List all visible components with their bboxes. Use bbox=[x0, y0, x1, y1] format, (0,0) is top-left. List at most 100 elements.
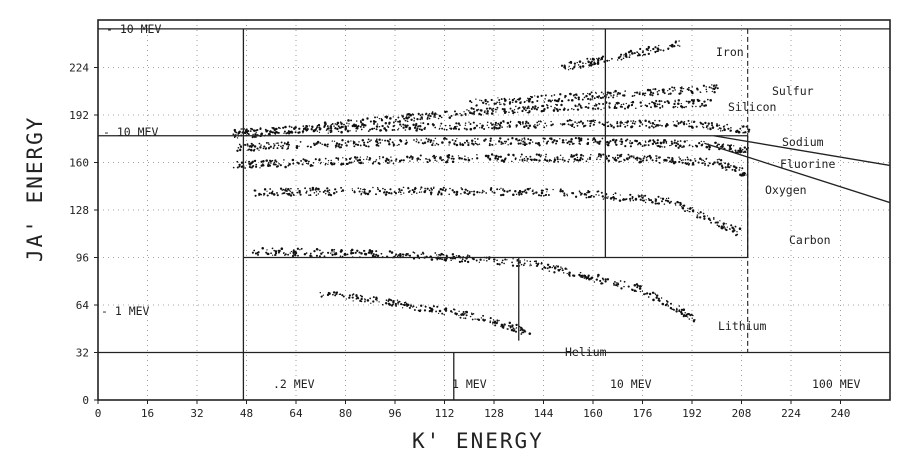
point bbox=[443, 308, 446, 310]
point bbox=[426, 122, 430, 126]
point bbox=[633, 284, 637, 287]
point bbox=[601, 137, 604, 140]
point bbox=[672, 106, 675, 109]
y-axis-title: JA' ENERGY bbox=[23, 116, 47, 262]
point bbox=[258, 142, 261, 145]
point bbox=[433, 156, 436, 159]
point bbox=[694, 159, 697, 162]
point bbox=[427, 158, 429, 161]
point bbox=[296, 161, 299, 164]
point bbox=[285, 190, 288, 193]
point bbox=[555, 142, 558, 145]
point bbox=[402, 253, 405, 256]
point bbox=[652, 92, 655, 95]
point bbox=[682, 145, 685, 148]
point bbox=[615, 283, 618, 287]
point bbox=[340, 143, 343, 146]
point bbox=[578, 96, 580, 99]
point bbox=[351, 124, 355, 128]
point bbox=[292, 249, 295, 252]
point bbox=[469, 100, 471, 103]
point bbox=[663, 92, 666, 95]
point bbox=[699, 211, 702, 214]
point bbox=[696, 214, 699, 216]
point bbox=[339, 146, 343, 149]
point bbox=[550, 124, 553, 127]
point bbox=[587, 274, 590, 277]
point bbox=[729, 129, 732, 132]
point bbox=[631, 288, 634, 292]
point bbox=[729, 228, 731, 230]
point bbox=[536, 263, 539, 266]
point bbox=[503, 109, 506, 113]
point bbox=[568, 93, 571, 95]
point bbox=[734, 170, 737, 172]
point bbox=[667, 93, 670, 95]
point bbox=[277, 126, 280, 129]
point bbox=[249, 130, 252, 132]
point bbox=[657, 50, 659, 53]
point bbox=[474, 137, 476, 140]
point bbox=[708, 86, 711, 89]
point bbox=[638, 119, 641, 123]
point bbox=[718, 143, 721, 146]
point bbox=[617, 91, 620, 94]
point bbox=[562, 108, 566, 112]
point bbox=[419, 158, 421, 161]
point bbox=[391, 128, 394, 132]
point bbox=[701, 162, 704, 165]
x-tick-label-15: 240 bbox=[831, 407, 851, 420]
point bbox=[462, 310, 465, 314]
point bbox=[324, 189, 326, 192]
point bbox=[273, 249, 276, 252]
point bbox=[497, 97, 499, 99]
point bbox=[660, 297, 663, 299]
point bbox=[479, 258, 482, 261]
point bbox=[630, 120, 632, 122]
point bbox=[674, 40, 677, 43]
x-tick-label-7: 112 bbox=[435, 407, 455, 420]
point bbox=[644, 293, 647, 295]
point bbox=[525, 124, 528, 128]
point bbox=[420, 304, 423, 307]
point bbox=[406, 113, 409, 116]
point bbox=[501, 259, 504, 262]
point bbox=[351, 189, 354, 192]
point bbox=[340, 122, 343, 125]
point bbox=[489, 107, 492, 110]
point bbox=[398, 159, 402, 163]
point bbox=[319, 291, 322, 294]
point bbox=[316, 255, 318, 257]
point bbox=[576, 94, 578, 97]
point bbox=[432, 305, 435, 308]
point bbox=[517, 191, 521, 194]
point bbox=[502, 326, 505, 329]
point bbox=[717, 225, 721, 228]
point bbox=[654, 119, 656, 122]
point bbox=[651, 122, 655, 125]
point bbox=[518, 193, 521, 196]
point bbox=[435, 142, 438, 145]
point bbox=[586, 191, 588, 194]
point bbox=[734, 149, 737, 152]
point bbox=[659, 124, 661, 126]
point bbox=[427, 140, 429, 143]
point bbox=[620, 140, 624, 144]
point bbox=[694, 158, 696, 160]
point bbox=[669, 302, 673, 305]
point bbox=[309, 254, 312, 257]
point bbox=[627, 50, 631, 54]
point bbox=[416, 139, 418, 141]
point bbox=[480, 113, 483, 116]
point bbox=[612, 193, 615, 196]
point bbox=[236, 137, 239, 139]
point bbox=[334, 144, 338, 147]
point bbox=[570, 119, 573, 122]
point bbox=[705, 126, 708, 129]
point bbox=[730, 224, 733, 227]
point bbox=[461, 143, 465, 147]
point bbox=[508, 124, 511, 127]
point bbox=[537, 153, 541, 157]
point bbox=[283, 132, 285, 134]
point bbox=[265, 141, 268, 144]
